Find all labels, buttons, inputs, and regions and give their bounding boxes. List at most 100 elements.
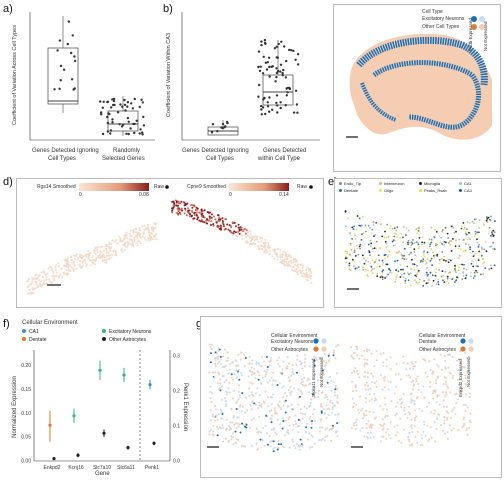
panel-b-cat1-line2: Cell Types	[206, 156, 234, 162]
panel-a-point	[111, 118, 114, 121]
panel-g-cell	[282, 385, 285, 388]
panel-g-cell	[353, 422, 355, 425]
panel-e-cell	[378, 247, 381, 249]
panel-g-cell	[367, 388, 370, 391]
panel-d-cell	[136, 244, 139, 247]
panel-d-cell	[154, 233, 157, 235]
panel-d-cell	[124, 235, 127, 238]
panel-g-cell	[423, 420, 425, 423]
panel-g-cell	[276, 448, 279, 451]
panel-e-cell	[403, 254, 406, 257]
panel-d-cell	[300, 272, 303, 275]
panel-e-cell	[425, 282, 428, 285]
panel-g-cell	[354, 367, 357, 369]
panel-e-cell	[429, 271, 432, 274]
panel-g-cell	[331, 402, 334, 405]
panel-d-cell	[214, 218, 217, 221]
panel-d-cell	[62, 271, 65, 274]
panel-g-cell	[274, 379, 277, 382]
panel-d-cell	[226, 223, 229, 226]
panel-c: Cell Type Excitatory Neurons Other Cell …	[333, 4, 501, 172]
panel-e-cell	[416, 264, 418, 267]
panel-e-cell	[470, 262, 473, 265]
panel-g-cell	[243, 365, 246, 368]
panel-e-cell	[454, 241, 457, 244]
panel-g-cell	[281, 445, 284, 448]
panel-g-cell	[237, 384, 240, 387]
panel-g-cell	[241, 374, 244, 377]
legend-swatch-icon	[102, 329, 106, 333]
panel-g-cell	[469, 412, 472, 415]
panel-g-cell	[401, 401, 404, 404]
panel-d-cell	[193, 205, 196, 208]
panel-g-cell	[308, 383, 310, 386]
panel-g-cell	[383, 423, 386, 425]
panel-d-cell	[105, 261, 108, 264]
panel-e-cell	[403, 272, 406, 275]
panel-g-cell	[363, 414, 366, 417]
panel-g-cell	[258, 415, 261, 418]
panel-b-point	[210, 131, 214, 134]
panel-g-cell	[210, 343, 213, 346]
panel-e-cell	[395, 278, 397, 280]
panel-e-cell	[392, 239, 395, 242]
panel-g-cell	[407, 405, 410, 408]
panel-d-cell	[128, 238, 131, 241]
panel-e-cell	[458, 245, 461, 248]
panel-g-cell	[305, 426, 308, 429]
panel-g-cell	[415, 397, 418, 400]
panel-g-cell	[276, 418, 279, 421]
panel-g-cell	[230, 376, 233, 379]
panel-e-cell	[431, 284, 433, 287]
panel-g-cell	[233, 423, 236, 426]
panel-d-cell	[252, 235, 255, 238]
panel-g-cell	[351, 380, 354, 383]
panel-g-cell	[443, 422, 446, 425]
panel-b-point	[276, 104, 279, 107]
panel-g-cell	[209, 361, 212, 364]
panel-g-cell	[381, 418, 384, 421]
panel-g-cell	[409, 376, 412, 379]
panel-g-cell	[415, 380, 418, 383]
panel-g-cell	[230, 408, 233, 411]
panel-d-cell	[141, 235, 144, 238]
panel-e-cell	[399, 264, 402, 266]
panel-g-cell	[230, 428, 233, 430]
panel-g-cell	[258, 374, 261, 377]
panel-g-cell	[273, 409, 276, 412]
panel-g-cell	[268, 379, 271, 382]
panel-e-cell	[364, 224, 367, 227]
legend-swatch-icon	[379, 182, 382, 185]
panel-g-cell	[314, 356, 317, 359]
panel-g-cell	[328, 353, 331, 356]
panel-d-cell	[246, 231, 249, 234]
panel-g-cell	[336, 402, 339, 404]
panel-d-cell	[283, 259, 286, 262]
panel-a-point	[58, 39, 62, 42]
panel-g-cell	[335, 345, 338, 348]
panel-g-cell	[350, 346, 353, 349]
panel-g-cell	[299, 438, 302, 441]
panel-e-cell	[385, 242, 388, 245]
panel-g-cell	[295, 423, 297, 425]
panel-g-cell	[217, 371, 220, 374]
panel-g-cell	[210, 352, 212, 355]
panel-g-cell	[209, 429, 212, 431]
panel-g-cell	[407, 374, 410, 377]
panel-a-points-group1	[53, 20, 77, 91]
panel-e-cell	[443, 259, 445, 261]
panel-g-cell	[228, 368, 231, 371]
panel-d-cell	[128, 232, 131, 235]
panel-d-cell	[181, 209, 184, 212]
panel-g-cell	[240, 372, 243, 374]
panel-e-cell	[382, 262, 384, 264]
panel-g-cell	[273, 446, 276, 449]
panel-g-cell	[261, 376, 264, 379]
panel-d-cell	[292, 266, 295, 269]
panel-d-cell	[31, 279, 34, 282]
panel-d-right-map	[171, 199, 313, 285]
panel-c-side2: Not Expressed	[483, 21, 488, 51]
panel-label-d: d)	[3, 176, 13, 188]
panel-e-cell	[351, 258, 354, 261]
panel-a-point	[70, 51, 73, 55]
